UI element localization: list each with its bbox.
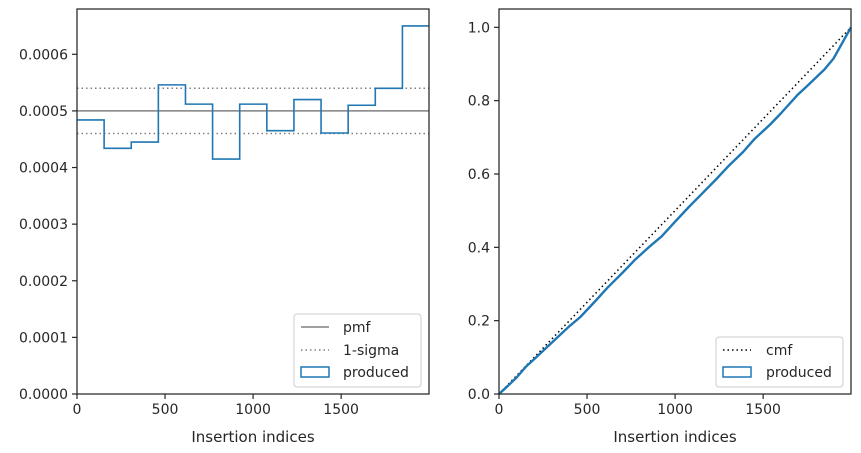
- y-tick-label: 0.0005: [19, 104, 68, 120]
- right-plot-marks: [498, 26, 853, 395]
- right-legend: cmf produced: [715, 336, 844, 388]
- x-tick-label: 1500: [745, 402, 781, 418]
- y-tick-label: 0.2: [468, 314, 490, 330]
- x-tick-label: 0: [495, 402, 504, 418]
- y-tick-label: 0.0002: [19, 274, 68, 290]
- y-tick-label: 0.8: [468, 94, 490, 110]
- left-legend-box: [293, 313, 422, 388]
- legend-cmf-label: cmf: [766, 343, 793, 359]
- right-x-axis-label: Insertion indices: [613, 428, 736, 446]
- legend-pmf-label: pmf: [343, 320, 372, 336]
- right-x-ticks: 0 500 1000 1500: [495, 394, 781, 418]
- legend-produced-swatch: [300, 366, 330, 378]
- y-tick-label: 0.0003: [19, 217, 68, 233]
- left-axes-frame: [76, 8, 430, 395]
- y-tick-label: 0.4: [468, 240, 490, 256]
- x-tick-label: 1000: [235, 402, 271, 418]
- y-tick-label: 0.0004: [19, 161, 68, 177]
- legend-1-sigma-label: 1-sigma: [343, 343, 399, 359]
- y-tick-label: 0.0: [468, 387, 490, 403]
- legend-produced-label: produced: [766, 365, 832, 381]
- left-y-ticks: 0.0000 0.0001 0.0002 0.0003 0.0004 0.0005 0.00…: [19, 47, 77, 403]
- y-tick-label: 0.0000: [19, 387, 68, 403]
- produced-series-line: [498, 26, 853, 395]
- x-tick-label: 500: [574, 402, 601, 418]
- x-tick-label: 500: [152, 402, 179, 418]
- right-y-ticks: 0.0 0.2 0.4 0.6 0.8 1.0: [468, 20, 499, 403]
- y-tick-label: 1.0: [468, 20, 490, 36]
- y-tick-label: 0.0006: [19, 47, 68, 63]
- left-x-axis-label: Insertion indices: [191, 428, 314, 446]
- x-tick-label: 1500: [323, 402, 359, 418]
- left-x-ticks: 0 500 1000 1500: [73, 394, 359, 418]
- left-legend: pmf 1-sigma produced: [293, 313, 422, 388]
- cmf-series-line: [498, 26, 852, 395]
- right-panel: 0 500 1000 1500 0.0 0.2 0.4 0.6 0.8 1.0 Insertio…: [468, 8, 853, 446]
- x-tick-label: 1000: [657, 402, 693, 418]
- left-panel: 0 500 1000 1500 0.00000.00010.00020.00030.0…: [19, 8, 430, 446]
- y-tick-label: 0.0001: [19, 330, 68, 346]
- right-legend-box: [715, 336, 844, 388]
- left-plot-marks: [77, 25, 429, 160]
- x-tick-label: 0: [73, 402, 82, 418]
- produced-step-series: [77, 25, 429, 160]
- right-axes-frame: [498, 8, 852, 395]
- legend-produced-swatch: [722, 366, 752, 378]
- y-tick-label: 0.6: [468, 167, 490, 183]
- legend-produced-label: produced: [343, 365, 409, 381]
